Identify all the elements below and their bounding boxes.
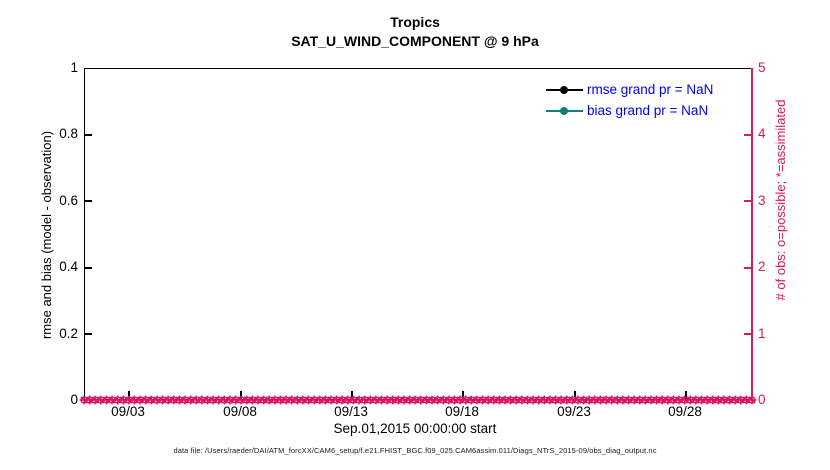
right-tick-label: 3 <box>758 193 766 208</box>
left-tick-label: 0.4 <box>59 259 78 274</box>
left-tick <box>85 333 92 335</box>
plot-title-region: Tropics <box>390 14 440 30</box>
left-tick-label: 0.8 <box>59 126 78 141</box>
right-tick-label: 4 <box>758 126 766 141</box>
x-tick-label: 09/18 <box>445 404 479 419</box>
left-tick <box>85 134 92 136</box>
right-tick-label: 0 <box>758 392 766 407</box>
left-tick-label: 0.6 <box>59 193 78 208</box>
left-tick-label: 0.2 <box>59 326 78 341</box>
data-file-caption: data file: /Users/raeder/DAI/ATM_forcXX/… <box>173 446 657 455</box>
legend-label-rmse: rmse grand pr = NaN <box>587 82 714 97</box>
legend: rmse grand pr = NaN bias grand pr = NaN <box>546 79 713 121</box>
right-axis-spine <box>751 68 753 400</box>
right-tick <box>744 134 751 136</box>
right-tick-label: 2 <box>758 259 766 274</box>
x-tick <box>240 391 242 399</box>
plot-subtitle: SAT_U_WIND_COMPONENT @ 9 hPa <box>291 33 539 49</box>
bias-line-sample <box>546 106 583 115</box>
x-tick-label: 09/23 <box>557 404 591 419</box>
x-tick <box>462 391 464 399</box>
left-tick-label: 0 <box>70 392 78 407</box>
right-tick-label: 5 <box>758 60 766 75</box>
rmse-line-sample <box>546 85 583 94</box>
legend-entry-rmse: rmse grand pr = NaN <box>546 79 713 100</box>
legend-label-bias: bias grand pr = NaN <box>587 103 709 118</box>
x-tick-label: 09/28 <box>668 404 702 419</box>
x-tick <box>128 391 130 399</box>
left-tick <box>85 267 92 269</box>
x-tick-label: 09/03 <box>111 404 145 419</box>
left-tick <box>85 200 92 202</box>
x-axis-label: Sep.01,2015 00:00:00 start <box>333 421 497 436</box>
bias-marker-icon <box>560 106 568 115</box>
left-axis-label: rmse and bias (model - observation) <box>39 130 54 340</box>
right-tick <box>744 200 751 202</box>
right-tick <box>744 333 751 335</box>
x-tick <box>685 391 687 399</box>
x-tick <box>574 391 576 399</box>
legend-entry-bias: bias grand pr = NaN <box>546 100 713 121</box>
left-tick-label: 1 <box>70 60 78 75</box>
x-tick-label: 09/08 <box>223 404 257 419</box>
rmse-marker-icon <box>560 85 568 94</box>
right-axis-label: # of obs: o=possible; *=assimilated <box>773 99 788 301</box>
x-tick <box>351 391 353 399</box>
right-tick <box>744 267 751 269</box>
right-tick-label: 1 <box>758 326 766 341</box>
x-tick-label: 09/13 <box>334 404 368 419</box>
